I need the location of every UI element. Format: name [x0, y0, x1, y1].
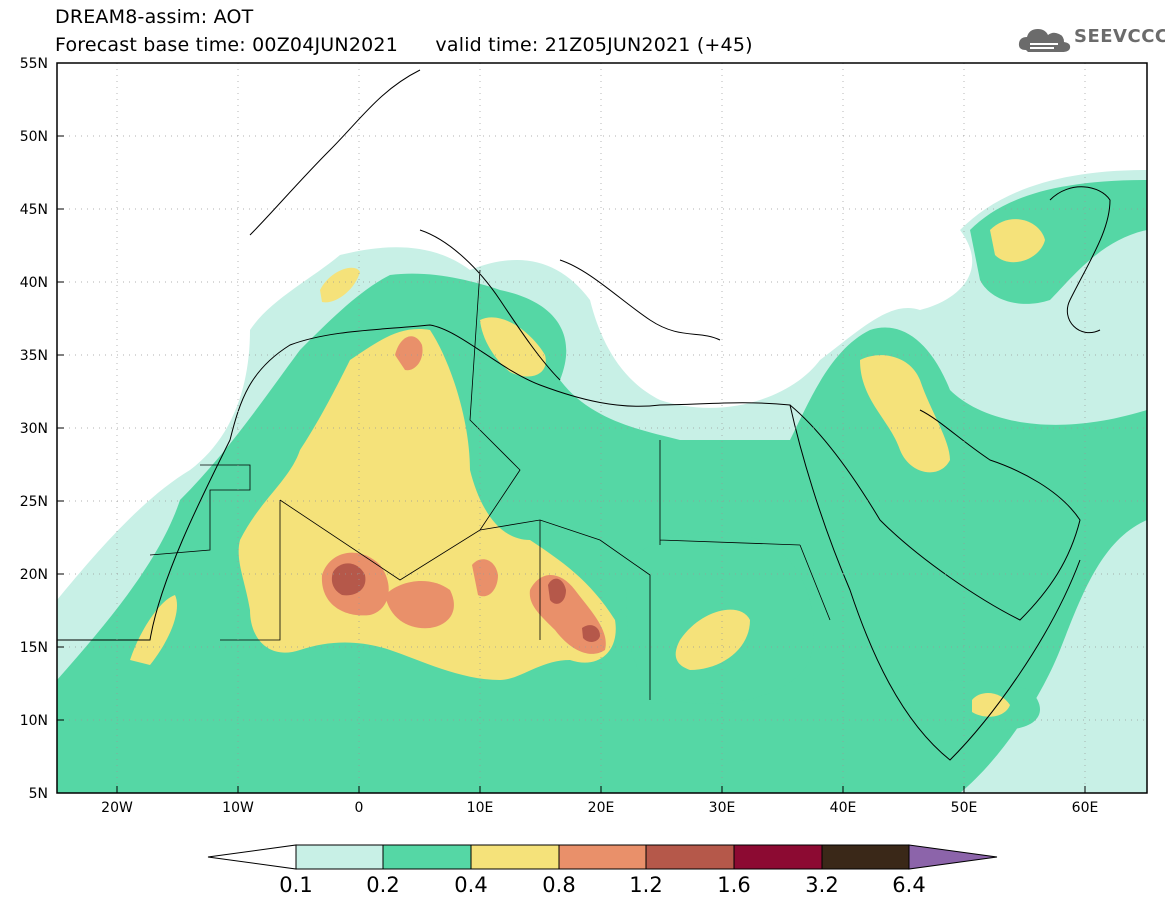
aot-contour-0.4-iberia [320, 267, 360, 303]
forecast-base-time: Forecast base time: 00Z04JUN2021 [55, 34, 398, 56]
colorbar-swatch [908, 844, 998, 870]
aot-contour-0.4-black-sea [990, 219, 1045, 263]
aot-contour-0.2-horn [890, 680, 1040, 731]
colorbar-swatch [295, 844, 384, 870]
aot-contour-1.2-chad-south [582, 625, 600, 642]
aot-contour-0.8-algeria [395, 336, 423, 371]
aot-contour-0.4-gulf [860, 355, 950, 473]
colorbar-label: 1.2 [629, 873, 662, 897]
lat-label: 55N [20, 56, 48, 72]
lon-label: 20E [588, 800, 615, 816]
lat-label: 35N [20, 348, 48, 364]
seevccc-logo: SEEVCCC [1018, 24, 1165, 56]
lat-label: 20N [20, 567, 48, 583]
colorbar-label: 3.2 [805, 873, 838, 897]
lat-label: 15N [20, 640, 48, 656]
aot-contour-1.2-mali [331, 563, 366, 596]
europe-coastline [249, 69, 721, 381]
colorbar-swatch [558, 844, 647, 870]
lat-label: 50N [20, 129, 48, 145]
coastlines [57, 69, 1111, 761]
colorbar-swatch [207, 844, 297, 870]
lon-label: 10W [222, 800, 254, 816]
lon-label: 0 [355, 800, 364, 816]
longitude-labels: 20W 10W 0 10E 20E 30E 40E 50E 60E [101, 800, 1098, 816]
colorbar-swatch [733, 844, 823, 870]
colorbar-labels: 0.1 0.2 0.4 0.8 1.2 1.6 3.2 6.4 [279, 873, 925, 897]
lat-label: 45N [20, 202, 48, 218]
lon-label: 40E [830, 800, 857, 816]
axis-ticks [57, 62, 1086, 794]
colorbar-label: 1.6 [717, 873, 750, 897]
logo-text: SEEVCCC [1074, 26, 1165, 47]
colorbar-label: 6.4 [892, 873, 925, 897]
lat-label: 40N [20, 275, 48, 291]
aot-contour-1.2-chad [548, 578, 566, 604]
lat-label: 5N [29, 786, 48, 802]
aot-contour-0.4-senegal [130, 595, 178, 665]
latitude-labels: 55N 50N 45N 40N 35N 30N 25N 20N 15N 10N … [20, 56, 48, 802]
colorbar-label: 0.2 [366, 873, 399, 897]
lon-label: 30E [709, 800, 736, 816]
valid-time: valid time: 21Z05JUN2021 (+45) [435, 34, 753, 56]
lat-label: 25N [20, 494, 48, 510]
aot-contour-0.4-sudan [675, 609, 750, 670]
colorbar-swatch [470, 844, 560, 870]
aot-contour-0.4-tyrrhenian [480, 317, 546, 377]
aot-contour-0.2-caspian [970, 180, 1147, 304]
arabia-coastline [789, 404, 1081, 621]
map-title: DREAM8-assim: AOT [55, 6, 254, 28]
colorbar-swatch [645, 844, 735, 870]
lon-label: 60E [1072, 800, 1099, 816]
lon-label: 50E [951, 800, 978, 816]
aot-contour-0.8-niger-east [472, 559, 498, 597]
aot-contour-0.4-horn [972, 693, 1010, 717]
colorbar [207, 844, 998, 870]
colorbar-label: 0.8 [542, 873, 575, 897]
forecast-time-line: Forecast base time: 00Z04JUN2021 valid t… [55, 34, 753, 56]
colorbar-swatch [821, 844, 910, 870]
colorbar-label: 0.4 [454, 873, 487, 897]
lat-label: 30N [20, 421, 48, 437]
colorbar-swatch [382, 844, 472, 870]
aot-field [57, 170, 1147, 793]
lat-label: 10N [20, 713, 48, 729]
country-borders [149, 269, 831, 700]
cloud-icon [1018, 29, 1071, 52]
aot-contour-0.8-niger [385, 580, 454, 629]
africa-coastline [57, 324, 1081, 761]
lon-label: 20W [101, 800, 133, 816]
lon-label: 10E [467, 800, 494, 816]
caspian-coastline [1049, 186, 1111, 334]
colorbar-label: 0.1 [279, 873, 312, 897]
